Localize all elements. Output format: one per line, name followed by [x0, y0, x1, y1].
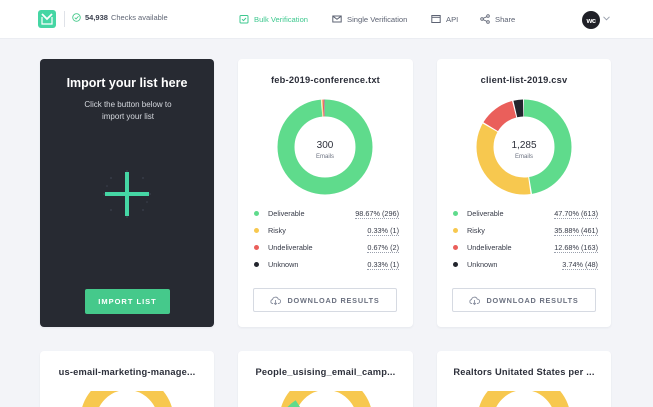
cloud-download-icon: [469, 296, 481, 305]
deliverable-segment: [277, 99, 373, 195]
plus-icon[interactable]: [100, 167, 154, 221]
file-name: Realtors Unitated States per ...: [453, 367, 595, 377]
legend-row-deliverable: Deliverable 47.70% (613): [452, 209, 598, 226]
results-donut-chart: [281, 391, 371, 407]
legend-label: Unknown: [467, 260, 498, 269]
import-title: Import your list here: [66, 76, 188, 90]
legend-value[interactable]: 47.70% (613): [554, 209, 598, 219]
legend-label: Deliverable: [467, 209, 504, 218]
import-card: Import your list here Click the button b…: [40, 59, 214, 327]
legend-label: Unknown: [268, 260, 299, 269]
nav-label: API: [446, 14, 459, 24]
nav-label: Share: [495, 14, 516, 24]
import-list-button[interactable]: IMPORT LIST: [85, 289, 170, 314]
deliverable-segment: [476, 99, 572, 195]
undeliverable-dot: [453, 245, 458, 250]
avatar-initials: wc: [586, 15, 596, 25]
results-donut-chart: 1,285 Emails: [476, 99, 572, 195]
deliverable-dot: [453, 211, 458, 216]
results-legend: Deliverable 47.70% (613) Risky 35.88% (4…: [452, 209, 598, 277]
legend-row-risky: Risky 35.88% (461): [452, 226, 598, 243]
legend-label: Risky: [467, 226, 485, 235]
results-donut-chart: 300 Emails: [277, 99, 373, 195]
cloud-download-icon: [270, 296, 282, 305]
share-icon: [480, 14, 490, 24]
nav-label: Single Verification: [347, 14, 408, 24]
total-label: Emails: [316, 154, 334, 160]
file-name: us-email-marketing-manage...: [58, 367, 196, 377]
download-results-button[interactable]: DOWNLOAD RESULTS: [452, 288, 596, 312]
chevron-down-icon[interactable]: [603, 16, 610, 21]
results-legend: Deliverable 98.67% (296) Risky 0.33% (1)…: [253, 209, 399, 277]
download-label: DOWNLOAD RESULTS: [486, 295, 579, 305]
unknown-dot: [453, 262, 458, 267]
result-card: client-list-2019.csv 1,285 Emails Delive…: [437, 59, 611, 327]
legend-label: Deliverable: [268, 209, 305, 218]
legend-row-unknown: Unknown 0.33% (1): [253, 260, 399, 277]
legend-value[interactable]: 0.67% (2): [367, 243, 399, 253]
nav-share[interactable]: Share: [480, 14, 515, 24]
legend-label: Risky: [268, 226, 286, 235]
legend-row-unknown: Unknown 3.74% (48): [452, 260, 598, 277]
risky-segment: [476, 99, 572, 195]
checkmark-icon: [41, 13, 53, 25]
nav-single-verification[interactable]: Single Verification: [332, 14, 407, 24]
import-subtitle: Click the button below to import your li…: [84, 100, 172, 121]
legend-value[interactable]: 12.68% (163): [554, 243, 598, 253]
file-name: client-list-2019.csv: [480, 75, 568, 85]
nav-label: Bulk Verification: [254, 14, 309, 24]
clipboard-check-icon: [239, 15, 249, 24]
code-window-icon: [431, 15, 441, 23]
legend-row-risky: Risky 0.33% (1): [253, 226, 399, 243]
nav-bulk-verification[interactable]: Bulk Verification: [239, 14, 308, 24]
result-card: feb-2019-conference.txt 300 Emails Deliv…: [238, 59, 413, 327]
checks-available: 54,938 Checks available: [72, 13, 168, 22]
results-donut-chart: [82, 391, 172, 407]
deliverable-dot: [254, 211, 259, 216]
envelope-icon: [332, 15, 342, 23]
top-bar: 54,938 Checks available Bulk Verificatio…: [0, 0, 653, 39]
undeliverable-dot: [254, 245, 259, 250]
legend-value[interactable]: 0.33% (1): [367, 260, 399, 270]
total-count: 300: [317, 140, 334, 151]
legend-label: Undeliverable: [268, 243, 313, 252]
legend-row-undeliverable: Undeliverable 12.68% (163): [452, 243, 598, 260]
download-results-button[interactable]: DOWNLOAD RESULTS: [253, 288, 397, 312]
download-label: DOWNLOAD RESULTS: [287, 295, 380, 305]
total-label: Emails: [515, 154, 533, 160]
legend-value[interactable]: 98.67% (296): [355, 209, 399, 219]
nav-api[interactable]: API: [431, 14, 458, 24]
legend-label: Undeliverable: [467, 243, 512, 252]
legend-row-undeliverable: Undeliverable 0.67% (2): [253, 243, 399, 260]
legend-value[interactable]: 35.88% (461): [554, 226, 598, 236]
results-donut-chart: [479, 391, 569, 407]
check-circle-icon: [72, 13, 81, 22]
legend-value[interactable]: 3.74% (48): [562, 260, 598, 270]
total-count: 1,285: [511, 140, 536, 151]
result-card: us-email-marketing-manage...: [40, 351, 214, 407]
checks-count: 54,938: [85, 13, 108, 22]
result-card: People_usising_email_camp...: [238, 351, 413, 407]
app-logo[interactable]: [38, 10, 56, 28]
legend-row-deliverable: Deliverable 98.67% (296): [253, 209, 399, 226]
risky-dot: [453, 228, 458, 233]
result-card: Realtors Unitated States per ...: [437, 351, 611, 407]
file-name: People_usising_email_camp...: [255, 367, 396, 377]
legend-value[interactable]: 0.33% (1): [367, 226, 399, 236]
avatar[interactable]: wc: [582, 11, 600, 29]
checks-label: Checks available: [110, 13, 168, 22]
divider: [64, 11, 65, 27]
file-name: feb-2019-conference.txt: [271, 75, 380, 85]
unknown-dot: [254, 262, 259, 267]
risky-dot: [254, 228, 259, 233]
